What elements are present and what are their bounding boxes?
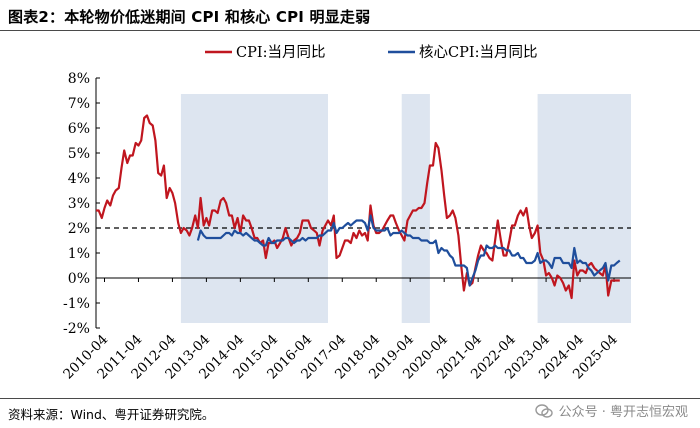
y-tick-label: 0%: [68, 271, 90, 287]
y-tick-label: 8%: [68, 71, 90, 87]
y-tick-label: 4%: [68, 171, 90, 187]
title-divider: [0, 30, 700, 31]
y-tick-label: 3%: [68, 196, 90, 212]
legend-label-1: CPI:当月同比: [236, 44, 325, 61]
cpi-series-line: [96, 114, 620, 300]
source-note: 资料来源：Wind、粤开证券研究院。: [8, 407, 215, 422]
cpi-line-chart: -2%-1%0%1%2%3%4%5%6%7%8%2010-042011-0420…: [60, 44, 631, 383]
watermark-text: 公众号 · 粤开志恒宏观: [558, 405, 688, 420]
footer-divider: [0, 398, 700, 399]
y-tick-label: 1%: [68, 246, 90, 262]
legend-label-2: 核心CPI:当月同比: [419, 44, 537, 61]
y-tick-label: -2%: [63, 321, 90, 337]
shaded-period-3: [537, 94, 631, 323]
shaded-period-1: [180, 94, 329, 323]
watermark: 公众号 · 粤开志恒宏观: [534, 401, 688, 420]
y-tick-label: 2%: [68, 221, 90, 237]
chart-title: 图表2：本轮物价低迷期间 CPI 和核心 CPI 明显走弱: [8, 8, 371, 26]
shaded-period-2: [401, 94, 430, 323]
core-cpi-series-line: [196, 214, 621, 287]
y-tick-label: 5%: [68, 146, 90, 162]
y-tick-label: 7%: [68, 96, 90, 112]
y-tick-label: 6%: [68, 121, 90, 137]
y-tick-label: -1%: [63, 296, 90, 312]
wechat-icon: [534, 403, 553, 418]
